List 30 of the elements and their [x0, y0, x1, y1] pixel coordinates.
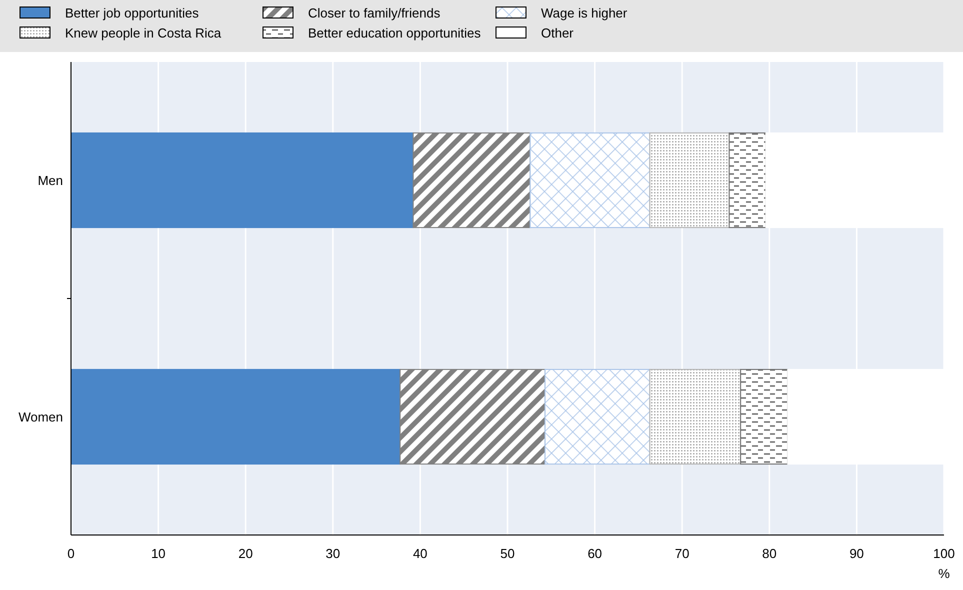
- legend-label: Better education opportunities: [308, 26, 482, 41]
- x-tick-label: 50: [500, 546, 515, 561]
- bar: [649, 132, 730, 228]
- bar: [70, 132, 414, 228]
- x-tick-label: 0: [67, 546, 75, 561]
- bar: [544, 368, 650, 465]
- x-tick-label: 10: [151, 546, 166, 561]
- x-tick-label: 90: [849, 546, 864, 561]
- bar: [728, 132, 766, 228]
- legend-label: Other: [541, 26, 574, 41]
- x-tick-label: 30: [326, 546, 340, 561]
- x-tick-label: 100: [933, 546, 955, 561]
- legend-label: Closer to family/friends: [308, 6, 441, 21]
- bar: [530, 132, 650, 228]
- x-tick-label: 20: [238, 546, 253, 561]
- x-tick-label: 80: [762, 546, 777, 561]
- bar: [740, 368, 788, 465]
- x-tick-label: 60: [588, 546, 602, 561]
- x-tick-label: 70: [674, 546, 690, 561]
- x-tick-label: 40: [412, 546, 428, 561]
- bar: [412, 132, 531, 228]
- legend-label: Wage is higher: [541, 6, 628, 21]
- legend-label: Knew people in Costa Rica: [65, 26, 222, 41]
- bar: [400, 368, 546, 465]
- legend-label: Better job opportunities: [65, 6, 200, 21]
- bar: [70, 368, 401, 465]
- x-axis-title: %: [938, 566, 950, 581]
- bar: [649, 368, 742, 465]
- y-tick-label: Women: [18, 409, 63, 424]
- y-tick-label: Men: [38, 172, 63, 188]
